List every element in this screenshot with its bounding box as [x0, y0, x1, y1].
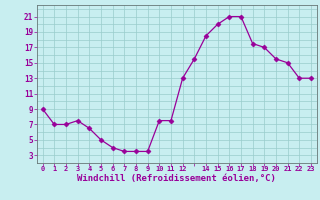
X-axis label: Windchill (Refroidissement éolien,°C): Windchill (Refroidissement éolien,°C) [77, 174, 276, 183]
